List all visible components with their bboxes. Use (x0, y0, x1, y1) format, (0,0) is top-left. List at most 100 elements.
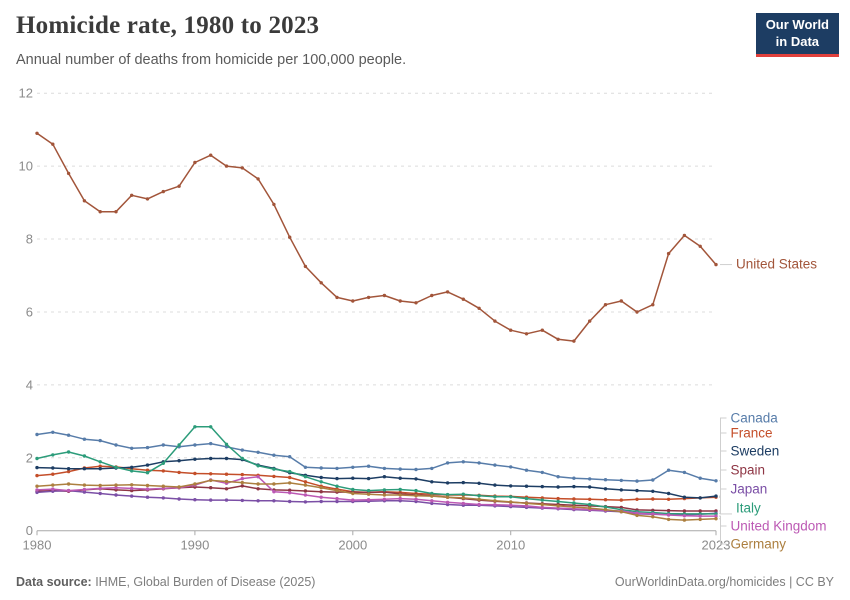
series-point-france (66, 469, 71, 474)
series-line-canada[interactable] (36, 431, 717, 482)
series-point-italy (288, 469, 292, 474)
series-label-france[interactable]: France (731, 426, 773, 441)
series-point-united-states (382, 293, 387, 298)
series-point-sweden (130, 465, 134, 469)
series-point-germany (698, 517, 702, 522)
y-tick-label-6: 6 (26, 304, 33, 319)
series-point-united-states (319, 281, 323, 285)
series-point-italy (256, 464, 260, 468)
series-point-italy (398, 487, 402, 492)
series-point-canada (540, 470, 544, 475)
series-point-france (98, 464, 102, 468)
series-point-italy (319, 480, 323, 484)
series-label-spain[interactable]: Spain (731, 463, 766, 478)
series-point-germany (351, 491, 355, 496)
series-label-united-kingdom[interactable]: United Kingdom (731, 519, 827, 534)
series-line-germany[interactable] (36, 479, 717, 521)
series-point-canada (619, 478, 623, 483)
series-point-united-kingdom (698, 514, 702, 518)
series-label-sweden[interactable]: Sweden (731, 444, 780, 459)
series-point-united-states (414, 301, 418, 305)
series-point-france (224, 472, 229, 476)
series-label-canada[interactable]: Canada (731, 411, 779, 426)
series-point-germany (572, 505, 576, 509)
series-point-united-states (224, 164, 229, 168)
series-point-germany (477, 497, 481, 501)
y-tick-label-12: 12 (19, 86, 33, 101)
series-point-canada (556, 475, 560, 479)
series-point-sweden (414, 477, 418, 481)
series-point-spain (288, 488, 292, 492)
series-line-united-kingdom[interactable] (36, 475, 717, 517)
series-label-germany[interactable]: Germany (731, 537, 787, 552)
series-point-germany (272, 482, 276, 486)
footer-link[interactable]: OurWorldinData.org/homicides | CC BY (614, 575, 834, 589)
series-point-france (603, 498, 608, 502)
series-point-united-kingdom (288, 491, 292, 495)
series-point-spain (303, 489, 308, 493)
series-point-japan (82, 490, 87, 494)
series-point-united-states (130, 193, 134, 197)
series-point-sweden (509, 484, 513, 488)
series-label-united-states[interactable]: United States (736, 257, 817, 272)
series-point-germany (209, 478, 213, 483)
data-source-label: Data source: (16, 575, 92, 589)
series-point-spain (319, 490, 323, 494)
series-point-united-states (572, 339, 576, 343)
series-point-canada (351, 465, 355, 469)
series-point-sweden (445, 481, 450, 485)
series-point-united-kingdom (666, 513, 671, 517)
series-point-sweden (382, 475, 387, 479)
series-point-united-states (461, 297, 465, 301)
series-point-united-kingdom (540, 505, 544, 510)
series-point-italy (477, 494, 481, 498)
series-point-canada (51, 430, 55, 434)
series-point-sweden (319, 475, 323, 480)
series-point-united-states (556, 337, 560, 341)
series-point-canada (398, 467, 402, 471)
series-point-japan (193, 498, 197, 502)
series-point-france (209, 472, 213, 476)
data-source-note: Data source: IHME, Global Burden of Dise… (16, 575, 315, 589)
series-point-germany (445, 495, 450, 499)
x-tick-label-1990: 1990 (180, 538, 209, 553)
series-point-sweden (224, 456, 229, 461)
series-point-germany (224, 479, 229, 484)
series-point-united-kingdom (114, 486, 118, 490)
series-point-united-kingdom (145, 487, 150, 491)
series-point-united-states (240, 166, 244, 170)
series-point-italy (35, 456, 39, 461)
series-line-italy[interactable] (36, 426, 717, 515)
series-line-united-states[interactable] (36, 132, 717, 342)
series-point-japan (240, 498, 244, 503)
series-point-canada (335, 466, 339, 471)
series-point-sweden (98, 467, 102, 471)
series-point-italy (509, 495, 513, 499)
series-point-united-states (698, 244, 702, 248)
series-point-italy (430, 491, 434, 496)
series-point-canada (272, 453, 276, 457)
series-point-germany (35, 484, 39, 488)
series-point-canada (35, 432, 39, 437)
series-point-germany (51, 483, 55, 487)
series-point-japan (145, 495, 150, 499)
series-point-united-states (335, 295, 339, 300)
series-point-canada (524, 468, 529, 472)
series-point-united-states (66, 171, 71, 176)
series-point-germany (651, 515, 655, 519)
series-label-italy[interactable]: Italy (736, 501, 761, 516)
series-point-japan (319, 499, 323, 504)
series-label-japan[interactable]: Japan (731, 482, 768, 497)
series-point-canada (303, 465, 308, 469)
series-line-sweden[interactable] (36, 457, 717, 499)
series-point-canada (256, 450, 260, 454)
series-point-france (145, 468, 150, 472)
series-point-united-kingdom (240, 476, 244, 481)
series-point-japan (288, 499, 292, 504)
series-point-spain (224, 487, 229, 491)
series-point-canada (651, 478, 655, 482)
series-point-sweden (588, 485, 592, 489)
series-point-germany (635, 513, 639, 518)
series-point-germany (414, 494, 418, 498)
series-point-japan (335, 499, 339, 504)
